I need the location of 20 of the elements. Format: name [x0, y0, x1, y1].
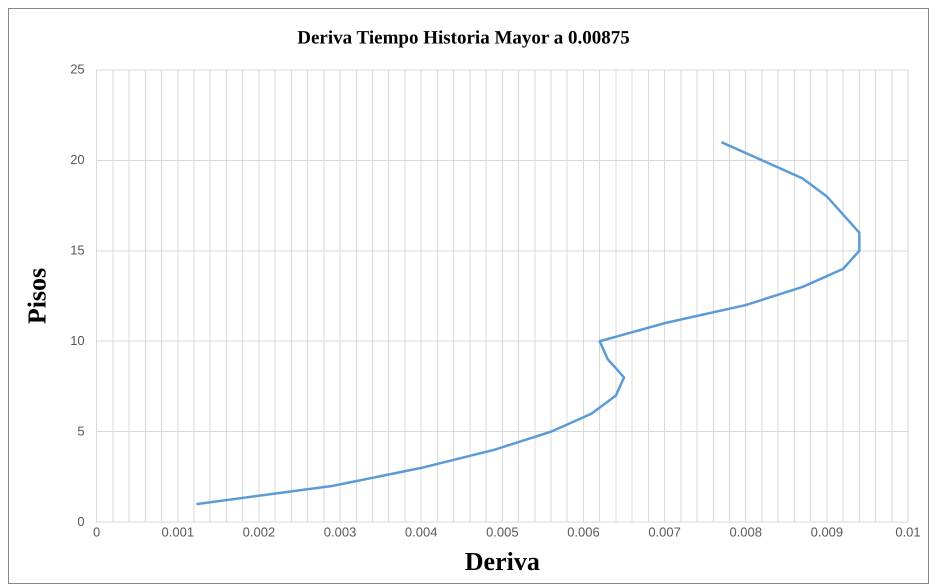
x-tick-label: 0.008 — [729, 524, 762, 540]
y-tick-label: 15 — [70, 242, 85, 258]
y-tick-label: 0 — [77, 514, 85, 529]
x-tick-label: 0.004 — [404, 524, 438, 540]
x-tick-label: 0.002 — [242, 524, 276, 540]
x-tick-label: 0.001 — [162, 524, 194, 540]
x-tick-label: 0.006 — [567, 524, 600, 540]
x-tick-label: 0.005 — [486, 524, 519, 540]
y-tick-label: 5 — [77, 423, 85, 438]
x-tick-label: 0.003 — [324, 524, 356, 540]
y-tick-label: 10 — [70, 332, 85, 348]
x-tick-label: 0 — [93, 524, 100, 540]
x-tick-label: 0.01 — [895, 524, 921, 540]
chart-title: Deriva Tiempo Historia Mayor a 0.00875 — [297, 27, 630, 48]
y-axis-title: Pisos — [22, 268, 52, 324]
x-tick-label: 0.009 — [810, 524, 844, 540]
y-tick-label: 25 — [70, 61, 85, 76]
x-tick-label: 0.007 — [648, 524, 681, 540]
y-tick-label: 20 — [70, 152, 85, 167]
x-axis-title: Deriva — [464, 547, 540, 576]
